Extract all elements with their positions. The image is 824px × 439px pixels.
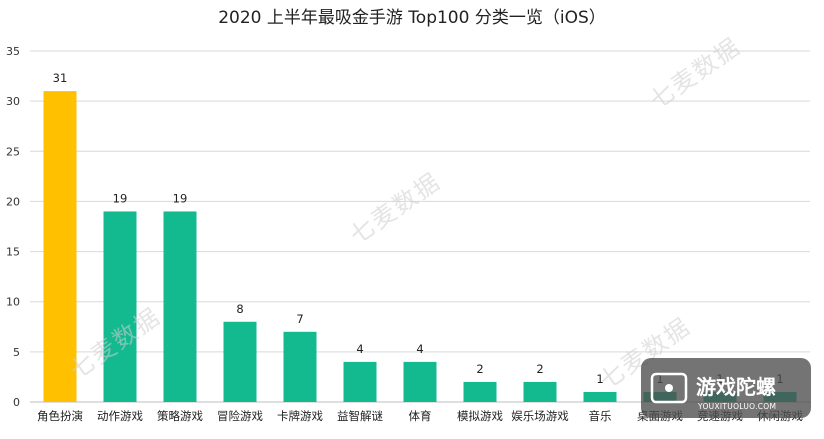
logo-url: YOUXITUOLUO.COM [697, 402, 776, 411]
bars [43, 91, 797, 402]
data-label: 7 [296, 312, 303, 326]
data-label: 2 [476, 362, 483, 376]
category-label: 模拟游戏 [457, 409, 503, 423]
watermark: 七麦数据 [645, 32, 746, 115]
bar [343, 361, 377, 402]
data-label: 4 [416, 342, 423, 356]
y-tick-label: 20 [6, 195, 20, 208]
bar [103, 211, 137, 402]
y-tick-label: 5 [13, 346, 20, 359]
y-axis-ticks: 0 5 10 15 20 25 30 35 [6, 45, 20, 409]
category-label: 冒险游戏 [217, 409, 263, 423]
y-tick-label: 0 [13, 396, 20, 409]
y-tick-label: 30 [6, 95, 20, 108]
bar [523, 381, 557, 402]
bar [163, 211, 197, 402]
data-label: 1 [596, 372, 603, 386]
bar [403, 361, 437, 402]
data-label: 4 [356, 342, 363, 356]
logo-icon [650, 372, 688, 404]
y-tick-label: 25 [6, 145, 20, 158]
category-label: 益智解谜 [337, 409, 383, 423]
category-label: 动作游戏 [97, 409, 143, 423]
bar [43, 91, 77, 402]
logo-text: 游戏陀螺 [696, 375, 776, 399]
category-label: 体育 [409, 409, 432, 423]
bar [223, 321, 257, 402]
y-tick-label: 10 [6, 296, 20, 309]
y-tick-label: 35 [6, 45, 20, 58]
y-tick-label: 15 [6, 246, 20, 259]
data-label: 19 [113, 191, 128, 205]
data-label: 8 [236, 302, 243, 316]
data-label: 31 [53, 71, 68, 85]
category-label: 策略游戏 [157, 409, 203, 423]
chart-title: 2020 上半年最吸金手游 Top100 分类一览（iOS） [218, 8, 606, 28]
category-label: 娱乐场游戏 [511, 409, 569, 423]
logo-icon-dot [665, 384, 673, 392]
bar [283, 331, 317, 402]
bar [463, 381, 497, 402]
bar [583, 391, 617, 402]
category-label: 卡牌游戏 [277, 409, 323, 423]
watermark: 七麦数据 [345, 167, 446, 250]
site-logo: 游戏陀螺 YOUXITUOLUO.COM [641, 358, 811, 418]
data-label: 19 [173, 191, 188, 205]
data-label: 2 [536, 362, 543, 376]
category-label: 音乐 [589, 409, 612, 423]
gridlines [30, 50, 810, 403]
category-label: 角色扮演 [37, 409, 83, 423]
